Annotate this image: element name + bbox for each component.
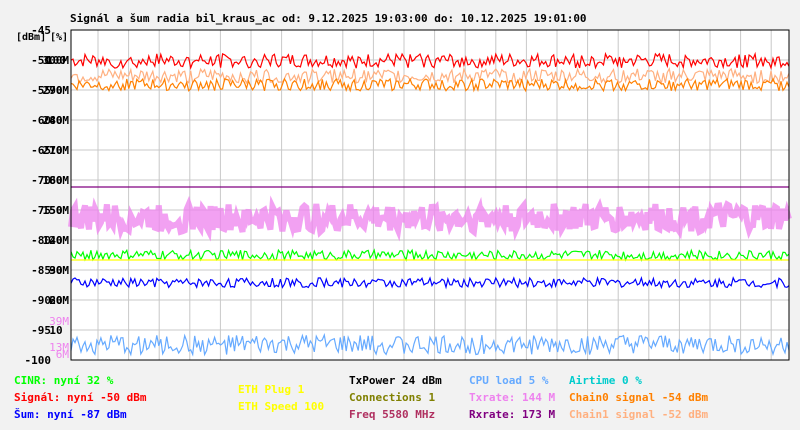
series-chain1 — [70, 66, 790, 86]
legend-item: TxPower 24 dBm — [349, 374, 442, 387]
y-tick-dbm: -55 — [31, 84, 51, 97]
y-tick-pct: 40 — [49, 234, 62, 247]
y-tick-pct: 20 — [49, 294, 62, 307]
right-marker: 13M — [49, 341, 69, 354]
y-tick-pct: 70 — [49, 144, 62, 157]
legend-item: Freq 5580 MHz — [349, 408, 436, 421]
plot-frame — [70, 29, 790, 361]
y-tick-pct: 10 — [49, 324, 62, 337]
legend-item: ETH Speed 100 — [238, 399, 325, 413]
y-tick-dbm: -90 — [31, 294, 51, 307]
y-tick-pct: 100 — [46, 54, 66, 67]
y-tick-rate: 300M — [43, 54, 70, 67]
series-txrate — [68, 195, 792, 242]
series-noise — [70, 275, 790, 290]
legend-item: CPU load 5 % — [469, 374, 549, 387]
legend-item: Connections 1 — [349, 391, 436, 404]
y-tick-dbm: -45 — [31, 24, 51, 37]
legend-item: Chain1 signal -52 dBm — [569, 408, 709, 421]
y-tick-rate: 270M — [43, 84, 70, 97]
y-tick-dbm: -80 — [31, 234, 51, 247]
y-tick-pct: 30 — [49, 264, 62, 277]
legend-item: ETH Plug 1 — [238, 382, 305, 396]
legend-item: Signál: nyní -50 dBm — [14, 391, 147, 404]
y-tick-dbm: -100 — [25, 354, 52, 367]
y-tick-rate: 210M — [43, 144, 70, 157]
y-tick-dbm: -85 — [31, 264, 51, 277]
y-tick-dbm: -50 — [31, 54, 51, 67]
y-tick-dbm: -70 — [31, 174, 51, 187]
y-axis-label-left: [dBm] — [16, 32, 46, 43]
series-signal — [70, 51, 790, 71]
legend-item: Šum: nyní -87 dBm — [14, 408, 127, 421]
y-tick-dbm: -60 — [31, 114, 51, 127]
y-tick-rate: 120M — [43, 234, 70, 247]
legend-item: CINR: nyní 32 % — [14, 374, 114, 387]
y-tick-pct: 50 — [49, 204, 62, 217]
right-marker: 39M — [49, 315, 69, 328]
y-axis-label-right: [%] — [50, 32, 68, 43]
legend-item: Airtime 0 % — [569, 374, 642, 387]
right-marker: 6M — [56, 348, 70, 361]
y-tick-pct: 80 — [49, 114, 62, 127]
y-tick-rate: 90M — [49, 264, 69, 277]
y-tick-pct: 60 — [49, 174, 62, 187]
y-tick-rate: 150M — [43, 204, 70, 217]
y-tick-dbm: -65 — [31, 144, 51, 157]
y-tick-rate: 240M — [43, 114, 70, 127]
series-cpu — [70, 332, 790, 357]
signal-noise-chart: -45 -50 -55 -60 -65 -70 -75 -80 -85 -90 -95 -100 100… — [16, 24, 792, 367]
y-tick-pct: 90 — [49, 84, 62, 97]
y-tick-dbm: -95 — [31, 324, 51, 337]
legend-item: Txrate: 144 M — [469, 391, 556, 404]
y-tick-dbm: -75 — [31, 204, 51, 217]
y-tick-rate: 60M — [49, 294, 69, 307]
plot-area — [71, 30, 789, 360]
y-tick-rate: 180M — [43, 174, 70, 187]
chart-title: Signál a šum radia bil_kraus_ac od: 9.12… — [70, 12, 587, 25]
legend-item: Chain0 signal -54 dBm — [569, 391, 709, 404]
series-chain0 — [70, 77, 790, 93]
legend-item: Rxrate: 173 M — [469, 408, 556, 421]
